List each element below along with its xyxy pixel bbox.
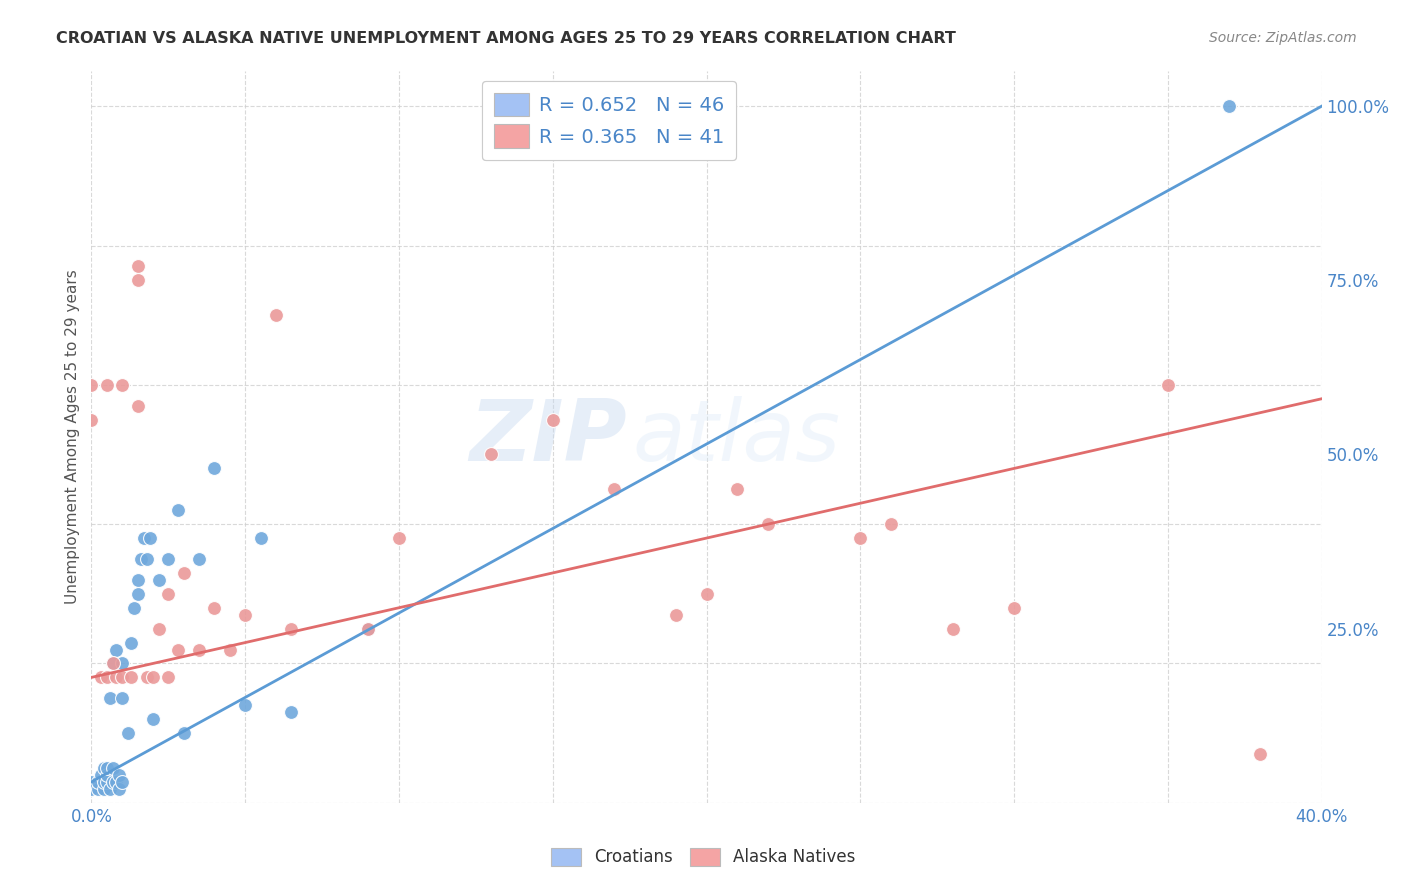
Point xyxy=(541,120,564,134)
Point xyxy=(90,768,112,782)
Point xyxy=(96,377,118,392)
Point xyxy=(101,761,124,775)
Point xyxy=(111,657,134,671)
Legend: R = 0.652   N = 46, R = 0.365   N = 41: R = 0.652 N = 46, R = 0.365 N = 41 xyxy=(482,81,735,160)
Point xyxy=(135,552,157,566)
Point xyxy=(249,531,271,545)
Point xyxy=(148,573,170,587)
Point xyxy=(132,531,155,545)
Point xyxy=(111,775,134,789)
Point xyxy=(357,622,380,636)
Point xyxy=(127,273,149,287)
Point xyxy=(129,552,152,566)
Point xyxy=(101,775,124,789)
Point xyxy=(233,698,256,713)
Point xyxy=(93,781,115,796)
Point xyxy=(127,260,149,274)
Point xyxy=(80,377,103,392)
Y-axis label: Unemployment Among Ages 25 to 29 years: Unemployment Among Ages 25 to 29 years xyxy=(65,269,80,605)
Point xyxy=(157,587,180,601)
Point xyxy=(264,308,287,322)
Point xyxy=(880,517,903,532)
Point xyxy=(86,775,108,789)
Point xyxy=(479,448,502,462)
Point xyxy=(93,761,115,775)
Point xyxy=(120,635,142,649)
Point xyxy=(665,607,688,622)
Point xyxy=(139,531,162,545)
Point xyxy=(127,573,149,587)
Point xyxy=(135,670,157,684)
Point xyxy=(101,657,124,671)
Point xyxy=(90,670,112,684)
Point xyxy=(166,642,188,657)
Point xyxy=(98,691,121,706)
Point xyxy=(93,775,115,789)
Point xyxy=(1249,747,1271,761)
Point xyxy=(603,120,626,134)
Point xyxy=(173,566,195,580)
Point xyxy=(127,587,149,601)
Point xyxy=(157,552,180,566)
Point xyxy=(157,670,180,684)
Legend: Croatians, Alaska Natives: Croatians, Alaska Natives xyxy=(543,839,863,875)
Point xyxy=(124,600,146,615)
Point xyxy=(142,712,165,726)
Point xyxy=(96,775,118,789)
Point xyxy=(1218,99,1240,113)
Point xyxy=(202,461,225,475)
Point xyxy=(111,670,134,684)
Point xyxy=(202,600,225,615)
Point xyxy=(108,768,131,782)
Point xyxy=(96,768,118,782)
Point xyxy=(357,622,380,636)
Point xyxy=(1002,600,1025,615)
Point xyxy=(1157,377,1180,392)
Point xyxy=(96,761,118,775)
Point xyxy=(80,781,103,796)
Text: ZIP: ZIP xyxy=(470,395,627,479)
Point xyxy=(188,642,211,657)
Point xyxy=(105,642,127,657)
Point xyxy=(725,483,748,497)
Point xyxy=(108,781,131,796)
Point xyxy=(80,775,103,789)
Point xyxy=(127,399,149,413)
Point xyxy=(388,531,411,545)
Point xyxy=(96,670,118,684)
Point xyxy=(188,552,211,566)
Point xyxy=(166,503,188,517)
Point xyxy=(696,587,718,601)
Point xyxy=(105,670,127,684)
Point xyxy=(280,705,302,719)
Text: Source: ZipAtlas.com: Source: ZipAtlas.com xyxy=(1209,31,1357,45)
Point xyxy=(756,517,779,532)
Point xyxy=(117,726,139,740)
Point xyxy=(111,691,134,706)
Point xyxy=(218,642,240,657)
Point xyxy=(173,726,195,740)
Text: CROATIAN VS ALASKA NATIVE UNEMPLOYMENT AMONG AGES 25 TO 29 YEARS CORRELATION CHA: CROATIAN VS ALASKA NATIVE UNEMPLOYMENT A… xyxy=(56,31,956,46)
Point xyxy=(603,483,626,497)
Point xyxy=(86,781,108,796)
Text: atlas: atlas xyxy=(633,395,841,479)
Point xyxy=(541,412,564,426)
Point xyxy=(280,622,302,636)
Point xyxy=(80,412,103,426)
Point xyxy=(942,622,965,636)
Point xyxy=(142,670,165,684)
Point xyxy=(105,775,127,789)
Point xyxy=(120,670,142,684)
Point xyxy=(101,657,124,671)
Point xyxy=(148,622,170,636)
Point xyxy=(111,377,134,392)
Point xyxy=(849,531,872,545)
Point xyxy=(233,607,256,622)
Point xyxy=(98,781,121,796)
